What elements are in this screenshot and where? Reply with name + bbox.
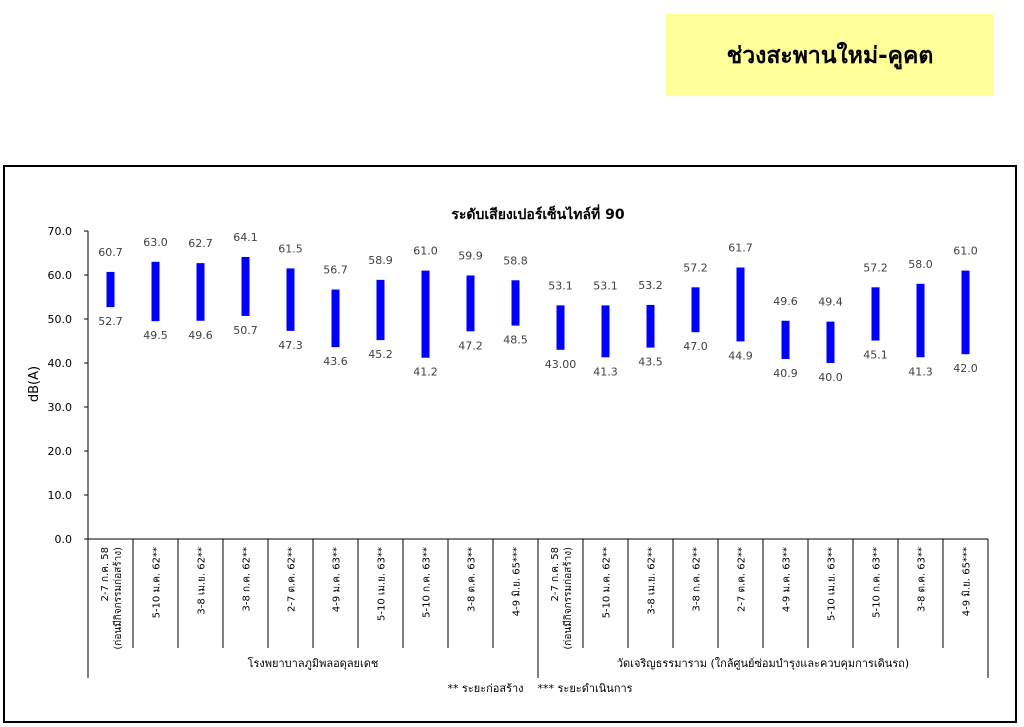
high-value-label: 58.0 — [908, 258, 933, 271]
high-value-label: 61.7 — [728, 242, 753, 255]
low-value-label: 42.0 — [953, 362, 978, 375]
range-bar — [826, 321, 835, 363]
chart-footnote: ** ระยะก่อสร้าง *** ระยะดำเนินการ — [447, 682, 632, 695]
category-label: (ก่อนมีกิจกรรมก่อสร้าง) — [562, 547, 574, 650]
low-value-label: 43.6 — [323, 355, 348, 368]
range-bar — [646, 304, 655, 348]
high-value-label: 60.7 — [98, 246, 123, 259]
high-value-label: 61.5 — [278, 242, 303, 255]
high-value-label: 57.2 — [863, 261, 888, 274]
high-value-label: 58.8 — [503, 254, 528, 267]
range-bar — [331, 289, 340, 348]
category-label: 3-8 ต.ค. 63** — [917, 547, 928, 612]
category-label: 3-8 ต.ค. 63** — [467, 547, 478, 612]
range-bar — [421, 270, 430, 358]
low-value-label: 49.6 — [188, 329, 213, 342]
y-axis-label: dB(A) — [27, 366, 42, 402]
high-value-label: 49.4 — [818, 296, 843, 309]
y-tick-label: 60.0 — [48, 269, 73, 282]
low-value-label: 43.00 — [545, 358, 577, 371]
low-value-label: 47.0 — [683, 340, 708, 353]
category-label: (ก่อนมีกิจกรรมก่อสร้าง) — [112, 547, 124, 650]
category-label: 5-10 เม.ย. 63** — [377, 547, 388, 621]
high-value-label: 64.1 — [233, 231, 258, 244]
category-label: 5-10 ม.ค. 62** — [152, 547, 163, 618]
category-label: 4-9 มิ.ย. 65*** — [962, 547, 973, 616]
category-label: 5-10 ก.ค. 63** — [422, 547, 433, 618]
y-tick-label: 40.0 — [48, 357, 73, 370]
chart-frame — [3, 165, 1017, 723]
low-value-label: 40.0 — [818, 371, 843, 384]
category-label: 3-8 เม.ย. 62** — [647, 547, 658, 615]
high-value-label: 53.1 — [593, 279, 618, 292]
high-value-label: 49.6 — [773, 295, 798, 308]
low-value-label: 50.7 — [233, 324, 258, 337]
range-bar — [556, 305, 565, 350]
range-bar — [871, 287, 880, 341]
low-value-label: 41.3 — [908, 365, 933, 378]
category-label: 3-8 ก.ค. 62** — [692, 547, 703, 612]
low-value-label: 49.5 — [143, 329, 168, 342]
category-label: 5-10 เม.ย. 63** — [827, 547, 838, 621]
category-label: 2-7 ต.ค. 62** — [287, 547, 298, 612]
range-bar — [196, 263, 205, 321]
high-value-label: 61.0 — [413, 245, 438, 258]
range-bar — [376, 279, 385, 341]
category-label: 2-7 ต.ค. 62** — [737, 547, 748, 612]
range-bar — [286, 268, 295, 331]
high-value-label: 59.9 — [458, 249, 483, 262]
high-value-label: 53.2 — [638, 279, 663, 292]
category-label: 2-7 ก.ค. 58 — [100, 547, 111, 602]
group-label: วัดเจริญธรรมาราม (ใกล้ศูนย์ซ่อมบำรุงและค… — [617, 657, 909, 670]
range-bar — [961, 270, 970, 355]
category-label: 3-8 เม.ย. 62** — [197, 547, 208, 615]
category-label: 4-9 ม.ค. 63** — [782, 547, 793, 612]
y-tick-label: 30.0 — [48, 401, 73, 414]
low-value-label: 52.7 — [98, 315, 123, 328]
header-banner: ช่วงสะพานใหม่-คูคต — [666, 14, 994, 96]
low-value-label: 41.2 — [413, 366, 438, 379]
range-bar — [511, 280, 520, 326]
range-bar — [916, 283, 925, 358]
low-value-label: 41.3 — [593, 365, 618, 378]
range-bar — [736, 267, 745, 342]
y-tick-label: 70.0 — [48, 225, 73, 238]
category-label: 5-10 ม.ค. 62** — [602, 547, 613, 618]
high-value-label: 63.0 — [143, 236, 168, 249]
range-bar — [601, 305, 610, 358]
category-label: 5-10 ก.ค. 63** — [872, 547, 883, 618]
low-value-label: 43.5 — [638, 356, 663, 369]
category-label: 2-7 ก.ค. 58 — [550, 547, 561, 602]
low-value-label: 48.5 — [503, 334, 528, 347]
range-bar — [241, 256, 250, 316]
high-value-label: 62.7 — [188, 237, 213, 250]
low-value-label: 45.1 — [863, 349, 888, 362]
range-bar — [106, 271, 115, 308]
low-value-label: 47.2 — [458, 339, 483, 352]
chart-title: ระดับเสียงเปอร์เซ็นไทล์ที่ 90 — [451, 204, 625, 223]
category-label: 4-9 ม.ค. 63** — [332, 547, 343, 612]
range-bar — [466, 275, 475, 332]
range-bar — [691, 287, 700, 333]
category-label: 3-8 ก.ค. 62** — [242, 547, 253, 612]
group-label: โรงพยาบาลภูมิพลอดุลยเดช — [248, 656, 379, 670]
range-bar — [151, 261, 160, 322]
category-label: 4-9 มิ.ย. 65*** — [512, 547, 523, 616]
high-value-label: 56.7 — [323, 264, 348, 277]
range-bar — [781, 320, 790, 360]
low-value-label: 44.9 — [728, 349, 753, 362]
y-tick-label: 10.0 — [48, 489, 73, 502]
high-value-label: 57.2 — [683, 261, 708, 274]
y-tick-label: 0.0 — [55, 533, 73, 546]
low-value-label: 47.3 — [278, 339, 303, 352]
y-tick-label: 50.0 — [48, 313, 73, 326]
high-value-label: 58.9 — [368, 254, 393, 267]
high-value-label: 53.1 — [548, 279, 573, 292]
high-value-label: 61.0 — [953, 245, 978, 258]
low-value-label: 40.9 — [773, 367, 798, 380]
page-title: ช่วงสะพานใหม่-คูคต — [726, 43, 934, 69]
y-tick-label: 20.0 — [48, 445, 73, 458]
low-value-label: 45.2 — [368, 348, 393, 361]
